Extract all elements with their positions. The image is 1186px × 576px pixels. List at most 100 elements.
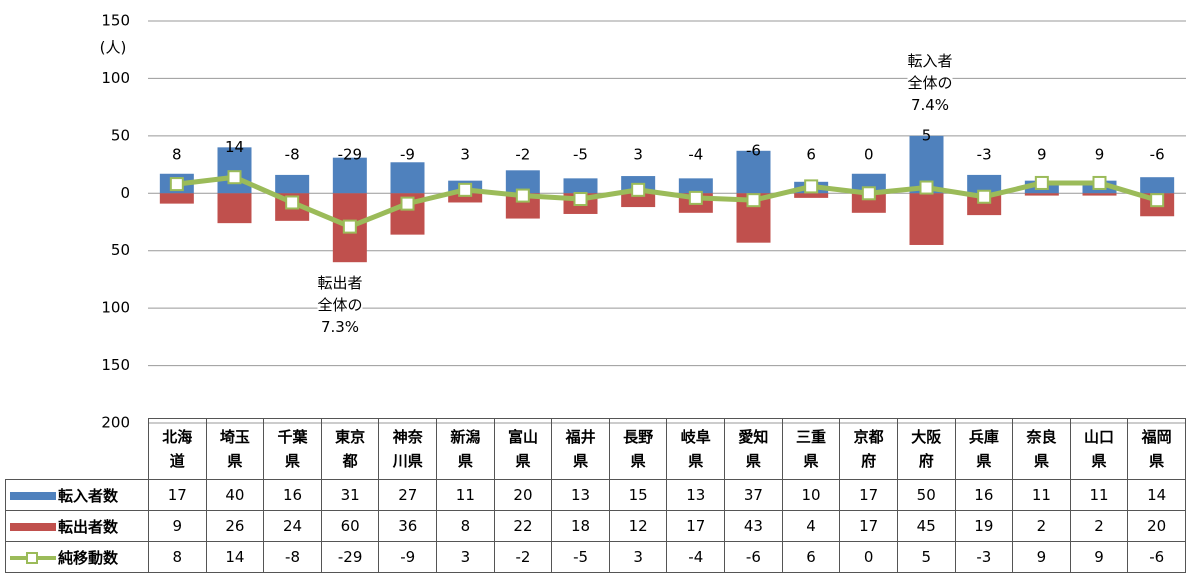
y-tick-label: 0 — [120, 184, 130, 202]
category-label: 長野 県 — [608, 418, 668, 480]
category-label: 新潟 県 — [436, 418, 495, 480]
table-value: -4 — [666, 541, 726, 573]
table-value: -9 — [378, 541, 438, 573]
data-label: -6 — [746, 141, 761, 159]
legend-swatch — [10, 523, 56, 531]
y-tick-label: 50 — [111, 241, 130, 259]
table-value: -29 — [320, 541, 380, 573]
data-label: -6 — [1150, 146, 1165, 164]
net-marker — [1150, 193, 1165, 208]
table-value: 18 — [551, 510, 610, 542]
bar — [1024, 193, 1059, 196]
data-label: 0 — [864, 146, 874, 164]
category-label: 東京 都 — [320, 418, 380, 480]
net-marker — [688, 190, 703, 205]
table-value: -6 — [724, 541, 783, 573]
table-value: 16 — [263, 479, 322, 511]
net-marker — [746, 193, 761, 208]
table-value: 20 — [1127, 510, 1186, 542]
table-value: 17 — [839, 479, 898, 511]
bar — [505, 170, 540, 194]
legend-label: 転出者数 — [58, 517, 119, 536]
bar — [1140, 177, 1175, 194]
category-label: 山口 県 — [1069, 418, 1129, 480]
data-label: -5 — [573, 146, 588, 164]
net-marker — [285, 195, 300, 210]
table-row: 転出者数 9 26 24 60 36 8 22 18 12 17 43 4 17 45 19 2 2 20 — [5, 510, 1186, 542]
table-value: 26 — [205, 510, 265, 542]
table-value: 8 — [148, 541, 207, 573]
data-label: -2 — [515, 146, 530, 164]
category-label: 神奈 川県 — [378, 418, 438, 480]
table-value: 9 — [1069, 541, 1129, 573]
bar — [159, 193, 194, 204]
net-marker — [573, 192, 588, 207]
data-label: -8 — [285, 146, 300, 164]
category-label: 埼玉 県 — [205, 418, 265, 480]
table-value: 3 — [436, 541, 495, 573]
category-label: 福井 県 — [551, 418, 610, 480]
category-label: 千葉 県 — [263, 418, 322, 480]
table-value: -5 — [551, 541, 610, 573]
table-value: 22 — [493, 510, 553, 542]
table-value: 10 — [781, 479, 841, 511]
table-value: 2 — [1012, 510, 1071, 542]
category-label: 愛知 県 — [724, 418, 783, 480]
table-value: 17 — [666, 510, 726, 542]
table-value: 14 — [1127, 479, 1186, 511]
net-marker — [169, 177, 184, 192]
y-tick-label: 200 — [101, 414, 130, 432]
net-marker — [919, 180, 934, 195]
bar — [967, 193, 1002, 216]
annotation: 転入者 全体の 7.4% — [907, 50, 953, 116]
table-value: -2 — [493, 541, 553, 573]
legend-label: 転入者数 — [58, 486, 119, 505]
table-value: 11 — [1012, 479, 1071, 511]
net-marker — [1034, 175, 1049, 190]
y-tick-label: 100 — [101, 69, 130, 87]
table-value: 36 — [378, 510, 438, 542]
category-label: 三重 県 — [781, 418, 841, 480]
table-value: 50 — [896, 479, 956, 511]
legend-icon — [10, 492, 56, 500]
data-label: 8 — [172, 146, 182, 164]
bar — [448, 193, 483, 203]
table-value: 16 — [954, 479, 1014, 511]
y-tick-label: 50 — [111, 126, 130, 144]
table-value: 2 — [1069, 510, 1129, 542]
bar — [621, 193, 656, 208]
data-label: 9 — [1037, 146, 1047, 164]
table-value: 43 — [724, 510, 783, 542]
data-label: 6 — [806, 146, 816, 164]
table-value: 11 — [1069, 479, 1129, 511]
table-value: -6 — [1127, 541, 1186, 573]
table-value: 0 — [839, 541, 898, 573]
legend-marker — [26, 552, 38, 564]
legend-icon — [10, 523, 56, 531]
data-label: 9 — [1095, 146, 1105, 164]
category-label: 奈良 県 — [1012, 418, 1071, 480]
table-header-row: 北海 道埼玉 県千葉 県東京 都神奈 川県 新潟 県富山 県福井 県長野 県岐阜 … — [6, 418, 1186, 480]
data-label: 3 — [633, 146, 643, 164]
table-value: 17 — [148, 479, 207, 511]
table-value: 12 — [608, 510, 668, 542]
table-row: 純移動数 8 14 -8 -29 -9 3 -2 -5 3 -4 -6 6 0 5 -3 9 9 -6 — [5, 541, 1186, 573]
table-value: 37 — [724, 479, 783, 511]
table-value: 15 — [608, 479, 668, 511]
legend-icon — [10, 552, 56, 564]
net-line — [176, 174, 1158, 230]
table-value: 17 — [839, 510, 898, 542]
bar — [390, 162, 425, 194]
bar — [275, 174, 310, 194]
category-label: 北海 道 — [148, 418, 207, 480]
category-label: 岐阜 県 — [666, 418, 726, 480]
table-value: 20 — [493, 479, 553, 511]
data-label: -9 — [400, 146, 415, 164]
bar — [851, 173, 886, 194]
series-header: 純移動数 — [5, 541, 149, 573]
net-marker — [458, 182, 473, 197]
bar — [1082, 193, 1117, 196]
table-value: 4 — [781, 510, 841, 542]
